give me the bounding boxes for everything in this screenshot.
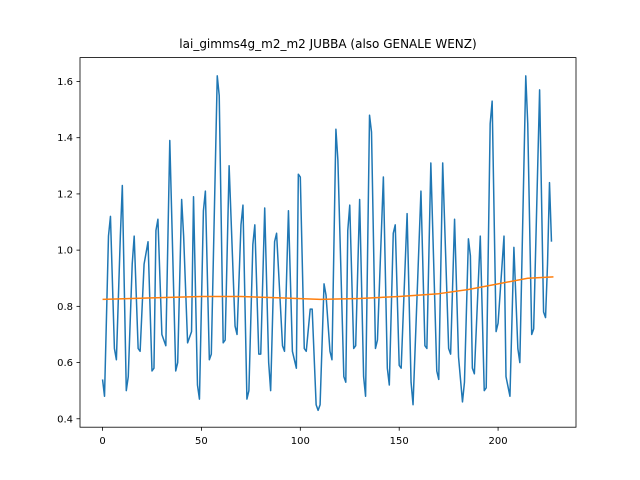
y-tick-label: 0.6 [57,358,73,369]
x-tick-label: 200 [489,436,508,447]
x-tick-label: 0 [99,436,105,447]
y-tick-label: 0.8 [57,302,73,313]
y-tick-label: 1.0 [57,246,73,257]
chart-title: lai_gimms4g_m2_m2 JUBBA (also GENALE WEN… [179,37,476,51]
data-line [102,276,554,301]
data-line [101,75,553,412]
axes-frame [79,57,577,428]
y-tick-label: 1.4 [57,133,73,144]
y-tick-label: 1.6 [57,77,73,88]
y-tick-label: 0.4 [57,414,73,425]
y-tick-label: 1.2 [57,189,73,200]
x-tick-label: 150 [390,436,409,447]
x-tick-label: 50 [195,436,208,447]
x-tick-label: 100 [291,436,310,447]
plot-area [101,75,554,412]
